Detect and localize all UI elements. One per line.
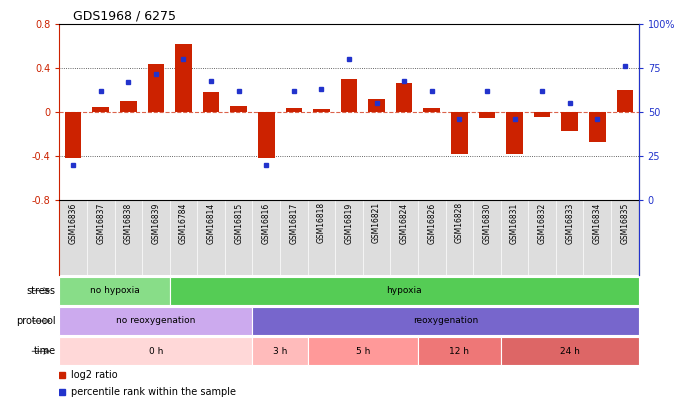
Text: GSM16826: GSM16826 bbox=[427, 202, 436, 243]
Text: GSM16835: GSM16835 bbox=[621, 202, 630, 244]
FancyBboxPatch shape bbox=[418, 337, 500, 365]
FancyBboxPatch shape bbox=[59, 337, 253, 365]
Text: 3 h: 3 h bbox=[273, 347, 287, 356]
Text: GSM16830: GSM16830 bbox=[482, 202, 491, 244]
Bar bbox=[59, 200, 639, 275]
Bar bbox=[203, 92, 219, 112]
FancyBboxPatch shape bbox=[253, 307, 639, 335]
Text: GSM16818: GSM16818 bbox=[317, 202, 326, 243]
Bar bbox=[369, 99, 385, 112]
Bar bbox=[534, 112, 551, 117]
Text: no hypoxia: no hypoxia bbox=[89, 286, 140, 295]
Text: GSM16817: GSM16817 bbox=[290, 202, 298, 243]
Text: no reoxygenation: no reoxygenation bbox=[116, 316, 195, 326]
Text: GSM16832: GSM16832 bbox=[537, 202, 547, 243]
Text: GSM16838: GSM16838 bbox=[124, 202, 133, 243]
Text: percentile rank within the sample: percentile rank within the sample bbox=[71, 387, 236, 397]
Bar bbox=[175, 44, 192, 112]
Bar bbox=[396, 83, 413, 112]
Bar bbox=[147, 64, 164, 112]
Text: reoxygenation: reoxygenation bbox=[413, 316, 478, 326]
FancyBboxPatch shape bbox=[59, 277, 170, 305]
Bar bbox=[120, 101, 137, 112]
Text: log2 ratio: log2 ratio bbox=[71, 370, 117, 380]
Bar bbox=[616, 90, 633, 112]
Bar bbox=[92, 107, 109, 112]
Text: time: time bbox=[34, 346, 56, 356]
Text: GSM16815: GSM16815 bbox=[234, 202, 243, 243]
Bar bbox=[506, 112, 523, 154]
Text: GSM16819: GSM16819 bbox=[345, 202, 353, 243]
Text: 0 h: 0 h bbox=[149, 347, 163, 356]
Text: GSM16834: GSM16834 bbox=[593, 202, 602, 244]
Bar bbox=[479, 112, 495, 118]
FancyBboxPatch shape bbox=[170, 277, 639, 305]
Text: 24 h: 24 h bbox=[560, 347, 579, 356]
Text: GSM16831: GSM16831 bbox=[510, 202, 519, 243]
Text: GSM16816: GSM16816 bbox=[262, 202, 271, 243]
Text: stress: stress bbox=[27, 286, 56, 296]
Bar bbox=[424, 108, 440, 112]
FancyBboxPatch shape bbox=[59, 307, 253, 335]
Text: protocol: protocol bbox=[16, 316, 56, 326]
Text: GSM16828: GSM16828 bbox=[455, 202, 464, 243]
Text: GSM16839: GSM16839 bbox=[151, 202, 161, 244]
Text: 12 h: 12 h bbox=[450, 347, 469, 356]
Text: GDS1968 / 6275: GDS1968 / 6275 bbox=[73, 9, 177, 22]
Bar bbox=[313, 109, 329, 112]
Text: GSM16833: GSM16833 bbox=[565, 202, 574, 244]
Bar bbox=[65, 112, 82, 158]
Bar bbox=[341, 79, 357, 112]
Text: GSM16814: GSM16814 bbox=[207, 202, 216, 243]
Text: GSM16784: GSM16784 bbox=[179, 202, 188, 244]
Text: GSM16821: GSM16821 bbox=[372, 202, 381, 243]
FancyBboxPatch shape bbox=[253, 337, 308, 365]
Text: hypoxia: hypoxia bbox=[387, 286, 422, 295]
Text: GSM16836: GSM16836 bbox=[68, 202, 77, 244]
Bar bbox=[561, 112, 578, 131]
Text: 5 h: 5 h bbox=[355, 347, 370, 356]
Bar bbox=[589, 112, 606, 142]
Bar bbox=[258, 112, 274, 158]
Bar bbox=[451, 112, 468, 154]
FancyBboxPatch shape bbox=[308, 337, 418, 365]
FancyBboxPatch shape bbox=[500, 337, 639, 365]
Bar bbox=[230, 106, 247, 112]
Text: GSM16837: GSM16837 bbox=[96, 202, 105, 244]
Bar bbox=[285, 108, 302, 112]
Text: GSM16824: GSM16824 bbox=[400, 202, 408, 243]
